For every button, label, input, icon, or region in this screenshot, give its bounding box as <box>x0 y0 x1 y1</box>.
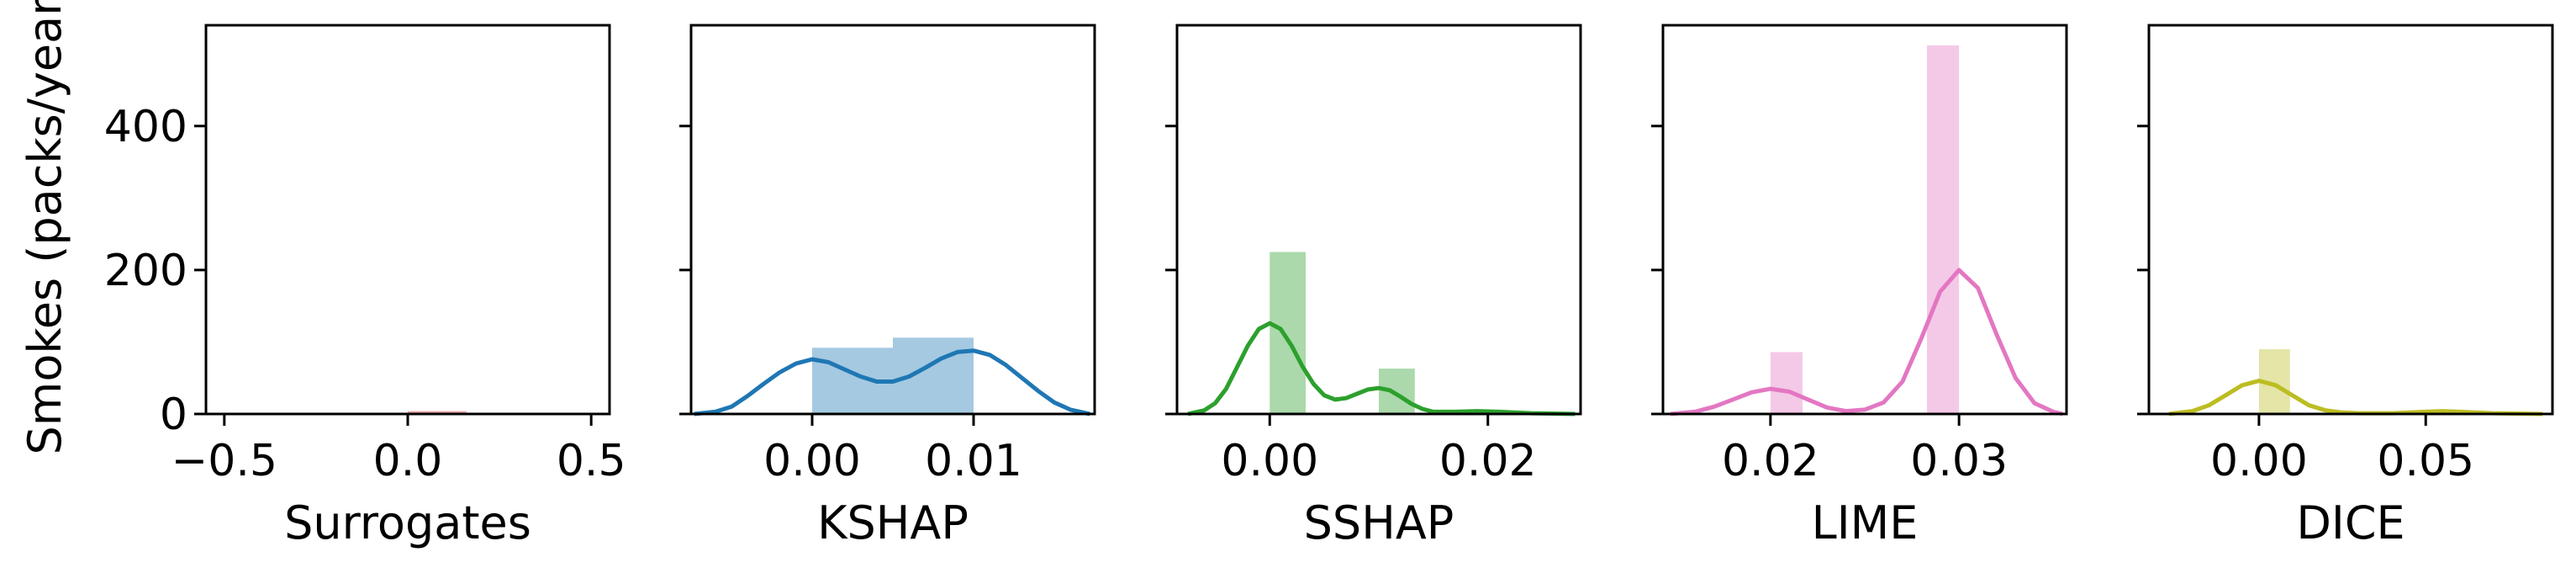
x-axis-label: DICE <box>2296 496 2404 549</box>
panel-dice: 0.00 0.05 DICE <box>2137 24 2554 549</box>
x-axis-label: LIME <box>1812 496 1919 549</box>
x-tick-label: 0.00 <box>2210 436 2308 486</box>
y-tick-label: 400 <box>104 102 187 152</box>
kde-curve <box>694 348 1090 416</box>
plot-frame <box>1175 24 1582 416</box>
x-axis-label: KSHAP <box>817 496 969 549</box>
plot-frame <box>2147 24 2554 416</box>
panel-kshap: 0.00 0.01 KSHAP <box>679 24 1096 549</box>
x-tick-label: 0.5 <box>557 436 626 486</box>
y-axis-label: Smokes (packs/year) <box>18 0 71 455</box>
kde-curve <box>1187 321 1576 416</box>
panel-sshap: 0.00 0.02 SSHAP <box>1165 24 1582 549</box>
histogram-bar <box>1379 369 1415 414</box>
y-tick-label: 200 <box>104 246 187 296</box>
x-tick-label: 0.02 <box>1439 436 1537 486</box>
panel-surrogates: 0 200 400 −0.5 0.0 0.5 Surrogates <box>104 24 626 549</box>
plot-frame <box>689 24 1096 416</box>
x-tick-label: 0.00 <box>763 436 861 486</box>
histogram-bar <box>1927 45 1960 414</box>
x-tick-label: −0.5 <box>172 436 277 486</box>
y-tick-label: 0 <box>160 390 187 440</box>
x-tick-label: 0.00 <box>1221 436 1318 486</box>
kde-curve <box>1670 268 2064 416</box>
histogram-bar <box>1270 252 1306 414</box>
histogram-bar <box>408 411 467 414</box>
histogram-bar <box>1770 352 1803 414</box>
x-tick-label: 0.0 <box>373 436 443 486</box>
x-axis-label: Surrogates <box>284 496 531 549</box>
x-axis-label: SSHAP <box>1304 496 1454 549</box>
x-tick-label: 0.05 <box>2377 436 2474 486</box>
panel-lime: 0.02 0.03 LIME <box>1651 24 2068 549</box>
x-tick-label: 0.02 <box>1722 436 1819 486</box>
plot-frame <box>204 24 611 416</box>
x-tick-label: 0.03 <box>1910 436 2008 486</box>
kde-curve <box>2168 379 2543 416</box>
x-tick-label: 0.01 <box>925 436 1022 486</box>
plot-frame <box>1661 24 2068 416</box>
